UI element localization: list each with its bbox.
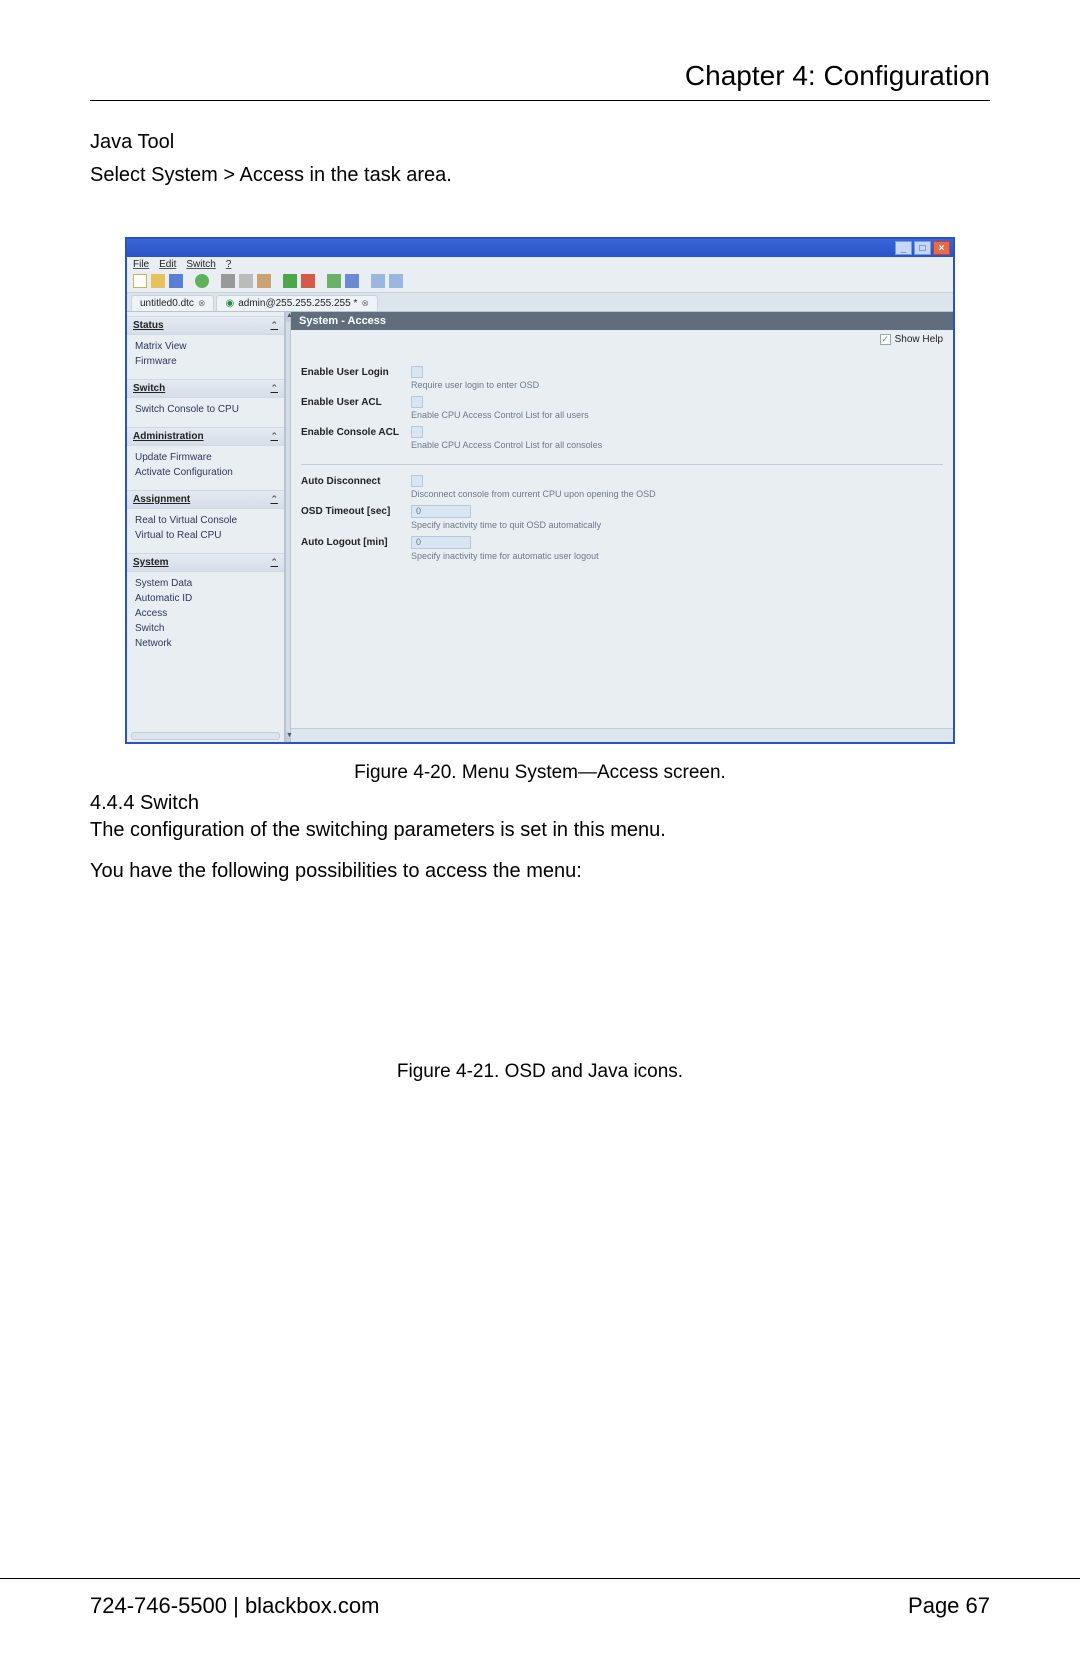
sidebar-item-update-firmware[interactable]: Update Firmware bbox=[135, 450, 278, 465]
chevron-icon: ⌃ bbox=[270, 320, 278, 331]
maximize-button[interactable]: □ bbox=[914, 241, 931, 255]
sidebar-item-virtual-to-real[interactable]: Virtual to Real CPU bbox=[135, 528, 278, 543]
tb-save-icon[interactable] bbox=[169, 274, 183, 288]
footer-page-number: Page 67 bbox=[908, 1593, 990, 1619]
tb-copy-icon[interactable] bbox=[239, 274, 253, 288]
tab-admin[interactable]: ◉ admin@255.255.255.255 * ⊗ bbox=[216, 295, 377, 311]
chevron-icon: ⌃ bbox=[270, 557, 278, 568]
tab-close-icon[interactable]: ⊗ bbox=[361, 298, 369, 309]
footer-phone-site: 724-746-5500 | blackbox.com bbox=[90, 1593, 379, 1619]
sidebar-status-head[interactable]: Status⌃ bbox=[127, 316, 284, 335]
chevron-icon: ⌃ bbox=[270, 494, 278, 505]
menu-file[interactable]: File bbox=[133, 259, 149, 270]
sidebar-item-firmware[interactable]: Firmware bbox=[135, 354, 278, 369]
page-footer: 724-746-5500 | blackbox.com Page 67 bbox=[0, 1578, 1080, 1619]
hint-osd-timeout: Specify inactivity time to quit OSD auto… bbox=[411, 520, 601, 530]
label-auto-disconnect: Auto Disconnect bbox=[301, 475, 411, 487]
window-titlebar: _ □ × bbox=[127, 239, 953, 257]
checkbox-auto-disconnect[interactable] bbox=[411, 475, 423, 487]
sidebar-item-automatic-id[interactable]: Automatic ID bbox=[135, 591, 278, 606]
sidebar-admin-head[interactable]: Administration⌃ bbox=[127, 427, 284, 446]
checkbox-enable-user-acl[interactable] bbox=[411, 396, 423, 408]
globe-icon: ◉ bbox=[225, 298, 234, 309]
label-enable-user-login: Enable User Login bbox=[301, 366, 411, 378]
tb-new-icon[interactable] bbox=[133, 274, 147, 288]
splitter-grip-top-icon: ▲ bbox=[286, 312, 290, 322]
sidebar-item-system-data[interactable]: System Data bbox=[135, 576, 278, 591]
tb-connect-icon[interactable] bbox=[283, 274, 297, 288]
hint-auto-logout: Specify inactivity time for automatic us… bbox=[411, 551, 599, 561]
sidebar-item-console-to-cpu[interactable]: Switch Console to CPU bbox=[135, 402, 278, 417]
menu-switch[interactable]: Switch bbox=[186, 259, 215, 270]
tb-cut-icon[interactable] bbox=[221, 274, 235, 288]
tb-up-icon[interactable] bbox=[345, 274, 359, 288]
menu-bar: File Edit Switch ? bbox=[127, 257, 953, 272]
hint-enable-user-login: Require user login to enter OSD bbox=[411, 380, 539, 390]
label-enable-console-acl: Enable Console ACL bbox=[301, 426, 411, 438]
close-button[interactable]: × bbox=[933, 241, 950, 255]
chevron-icon: ⌃ bbox=[270, 383, 278, 394]
status-bar bbox=[291, 728, 953, 742]
splitter-grip-bot-icon: ▼ bbox=[286, 732, 290, 742]
figure-4-20-caption: Figure 4-20. Menu System—Access screen. bbox=[90, 762, 990, 784]
section-444-p1: The configuration of the switching param… bbox=[90, 819, 990, 842]
tb-open-icon[interactable] bbox=[151, 274, 165, 288]
sidebar-system-head[interactable]: System⌃ bbox=[127, 553, 284, 572]
java-tool-instruction: Select System > Access in the task area. bbox=[90, 164, 990, 187]
main-panel-title: System - Access bbox=[291, 312, 953, 330]
tb-doc2-icon[interactable] bbox=[389, 274, 403, 288]
section-444-p2: You have the following possibilities to … bbox=[90, 860, 990, 883]
label-osd-timeout: OSD Timeout [sec] bbox=[301, 505, 411, 517]
checkbox-icon: ✓ bbox=[880, 334, 891, 345]
sidebar-item-real-to-virtual[interactable]: Real to Virtual Console bbox=[135, 513, 278, 528]
sidebar-assign-head[interactable]: Assignment⌃ bbox=[127, 490, 284, 509]
java-tool-heading: Java Tool bbox=[90, 131, 990, 154]
tb-paste-icon[interactable] bbox=[257, 274, 271, 288]
menu-edit[interactable]: Edit bbox=[159, 259, 176, 270]
sidebar-scrollbar[interactable] bbox=[131, 732, 280, 740]
sidebar-item-network[interactable]: Network bbox=[135, 636, 278, 651]
sidebar-switch-head[interactable]: Switch⌃ bbox=[127, 379, 284, 398]
checkbox-enable-user-login[interactable] bbox=[411, 366, 423, 378]
minimize-button[interactable]: _ bbox=[895, 241, 912, 255]
hint-enable-user-acl: Enable CPU Access Control List for all u… bbox=[411, 410, 589, 420]
sidebar-item-access[interactable]: Access bbox=[135, 606, 278, 621]
tb-doc1-icon[interactable] bbox=[371, 274, 385, 288]
menu-help[interactable]: ? bbox=[226, 259, 232, 270]
label-auto-logout: Auto Logout [min] bbox=[301, 536, 411, 548]
sidebar-item-matrix-view[interactable]: Matrix View bbox=[135, 339, 278, 354]
sidebar-item-activate-config[interactable]: Activate Configuration bbox=[135, 465, 278, 480]
checkbox-enable-console-acl[interactable] bbox=[411, 426, 423, 438]
chapter-title: Chapter 4: Configuration bbox=[90, 60, 990, 92]
show-help-toggle[interactable]: ✓ Show Help bbox=[880, 334, 943, 345]
tab-close-icon[interactable]: ⊗ bbox=[198, 298, 206, 309]
toolbar bbox=[127, 272, 953, 293]
show-help-label: Show Help bbox=[895, 334, 943, 345]
tb-disconnect-icon[interactable] bbox=[301, 274, 315, 288]
chevron-icon: ⌃ bbox=[270, 431, 278, 442]
sidebar: Status⌃ Matrix View Firmware Switch⌃ Swi… bbox=[127, 312, 285, 742]
hint-enable-console-acl: Enable CPU Access Control List for all c… bbox=[411, 440, 602, 450]
input-auto-logout[interactable]: 0 bbox=[411, 536, 471, 549]
screenshot-window: _ □ × File Edit Switch ? bbox=[125, 237, 955, 744]
tab-untitled[interactable]: untitled0.dtc ⊗ bbox=[131, 295, 214, 311]
main-panel: System - Access ✓ Show Help Enable User … bbox=[291, 312, 953, 742]
header-rule bbox=[90, 100, 990, 101]
tb-refresh-icon[interactable] bbox=[195, 274, 209, 288]
separator bbox=[301, 464, 943, 465]
figure-4-21-caption: Figure 4-21. OSD and Java icons. bbox=[90, 1061, 990, 1083]
sidebar-item-switch[interactable]: Switch bbox=[135, 621, 278, 636]
tab-admin-label: admin@255.255.255.255 * bbox=[238, 298, 357, 309]
tab-untitled-label: untitled0.dtc bbox=[140, 298, 194, 309]
tb-down-icon[interactable] bbox=[327, 274, 341, 288]
input-osd-timeout[interactable]: 0 bbox=[411, 505, 471, 518]
hint-auto-disconnect: Disconnect console from current CPU upon… bbox=[411, 489, 656, 499]
label-enable-user-acl: Enable User ACL bbox=[301, 396, 411, 408]
section-444-heading: 4.4.4 Switch bbox=[90, 792, 990, 815]
tab-strip: untitled0.dtc ⊗ ◉ admin@255.255.255.255 … bbox=[127, 293, 953, 312]
